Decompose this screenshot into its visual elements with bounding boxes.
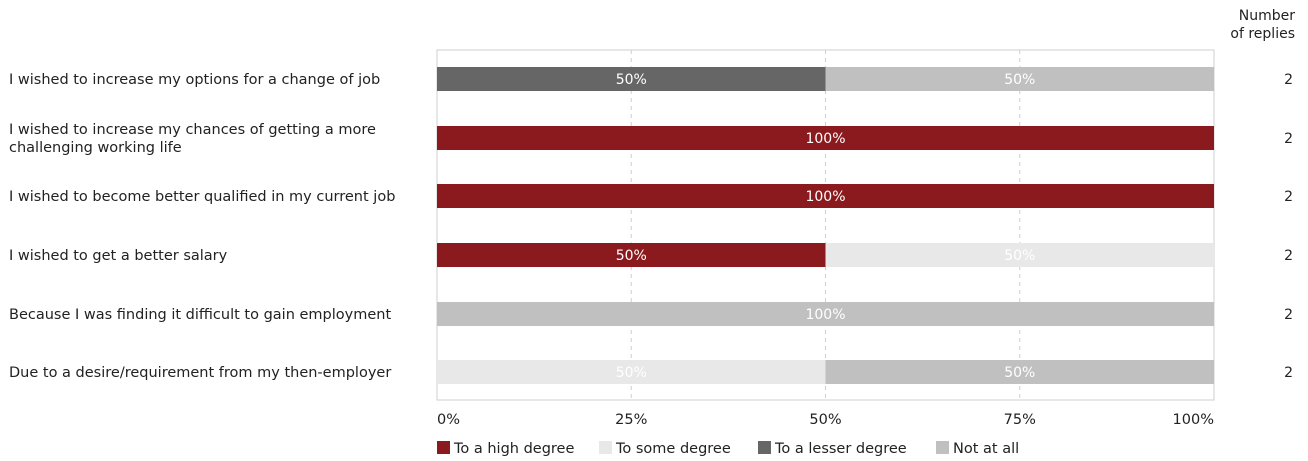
data-label: 50% <box>1004 72 1035 88</box>
legend-swatch <box>437 441 450 454</box>
legend-swatch <box>936 441 949 454</box>
data-label: 50% <box>616 248 647 264</box>
x-tick-label: 75% <box>1004 412 1036 428</box>
bars: 50% 50% 100% 100% 50% 50% 100% 50% 50% <box>437 67 1214 384</box>
data-label: 100% <box>805 131 845 147</box>
category-label: I wished to become better qualified in m… <box>9 189 395 205</box>
replies-column: Number of replies 2 2 2 2 2 2 <box>1230 8 1295 381</box>
category-label: I wished to get a better salary <box>9 248 228 264</box>
category-label: Because I was finding it difficult to ga… <box>9 307 391 323</box>
legend: To a high degree To some degree To a lesse… <box>437 441 1019 457</box>
bar-segment <box>437 67 826 91</box>
reply-count: 2 <box>1284 189 1293 205</box>
reply-count: 2 <box>1284 365 1293 381</box>
x-tick-labels: 0% 25% 50% 75% 100% <box>437 412 1214 428</box>
bar-segment <box>825 360 1214 384</box>
bar-segment <box>437 302 1214 326</box>
data-label: 50% <box>1004 248 1035 264</box>
bar-segment <box>437 126 1214 150</box>
bar-segment <box>437 184 1214 208</box>
gridlines <box>630 50 1021 400</box>
reply-count: 2 <box>1284 248 1293 264</box>
legend-label: To a high degree <box>453 441 574 457</box>
reply-count: 2 <box>1284 131 1293 147</box>
bar-segment <box>437 360 826 384</box>
x-tick-label: 100% <box>1173 412 1214 428</box>
reply-count: 2 <box>1284 307 1293 323</box>
bar-segment <box>437 243 826 267</box>
data-label: 50% <box>616 365 647 381</box>
legend-swatch <box>758 441 771 454</box>
legend-item: To some degree <box>599 441 731 457</box>
category-label: I wished to increase my options for a ch… <box>9 72 380 88</box>
legend-item: Not at all <box>936 441 1019 457</box>
x-tick-label: 50% <box>809 412 841 428</box>
legend-item: To a high degree <box>437 441 574 457</box>
legend-label: To some degree <box>615 441 731 457</box>
bar-segment <box>825 243 1214 267</box>
data-label: 100% <box>805 307 845 323</box>
legend-swatch <box>599 441 612 454</box>
legend-item: To a lesser degree <box>758 441 907 457</box>
legend-label: Not at all <box>953 441 1019 457</box>
data-label: 100% <box>805 189 845 205</box>
category-label: I wished to increase my chances of getti… <box>9 122 376 156</box>
legend-label: To a lesser degree <box>774 441 907 457</box>
x-tick-label: 25% <box>615 412 647 428</box>
bar-segment <box>825 67 1214 91</box>
category-label: Due to a desire/requirement from my then… <box>9 365 391 381</box>
data-label: 50% <box>1004 365 1035 381</box>
replies-header: Number of replies <box>1230 8 1295 42</box>
category-labels: I wished to increase my options for a ch… <box>9 72 395 381</box>
reply-count: 2 <box>1284 72 1293 88</box>
data-label: 50% <box>616 72 647 88</box>
x-tick-label: 0% <box>437 412 460 428</box>
